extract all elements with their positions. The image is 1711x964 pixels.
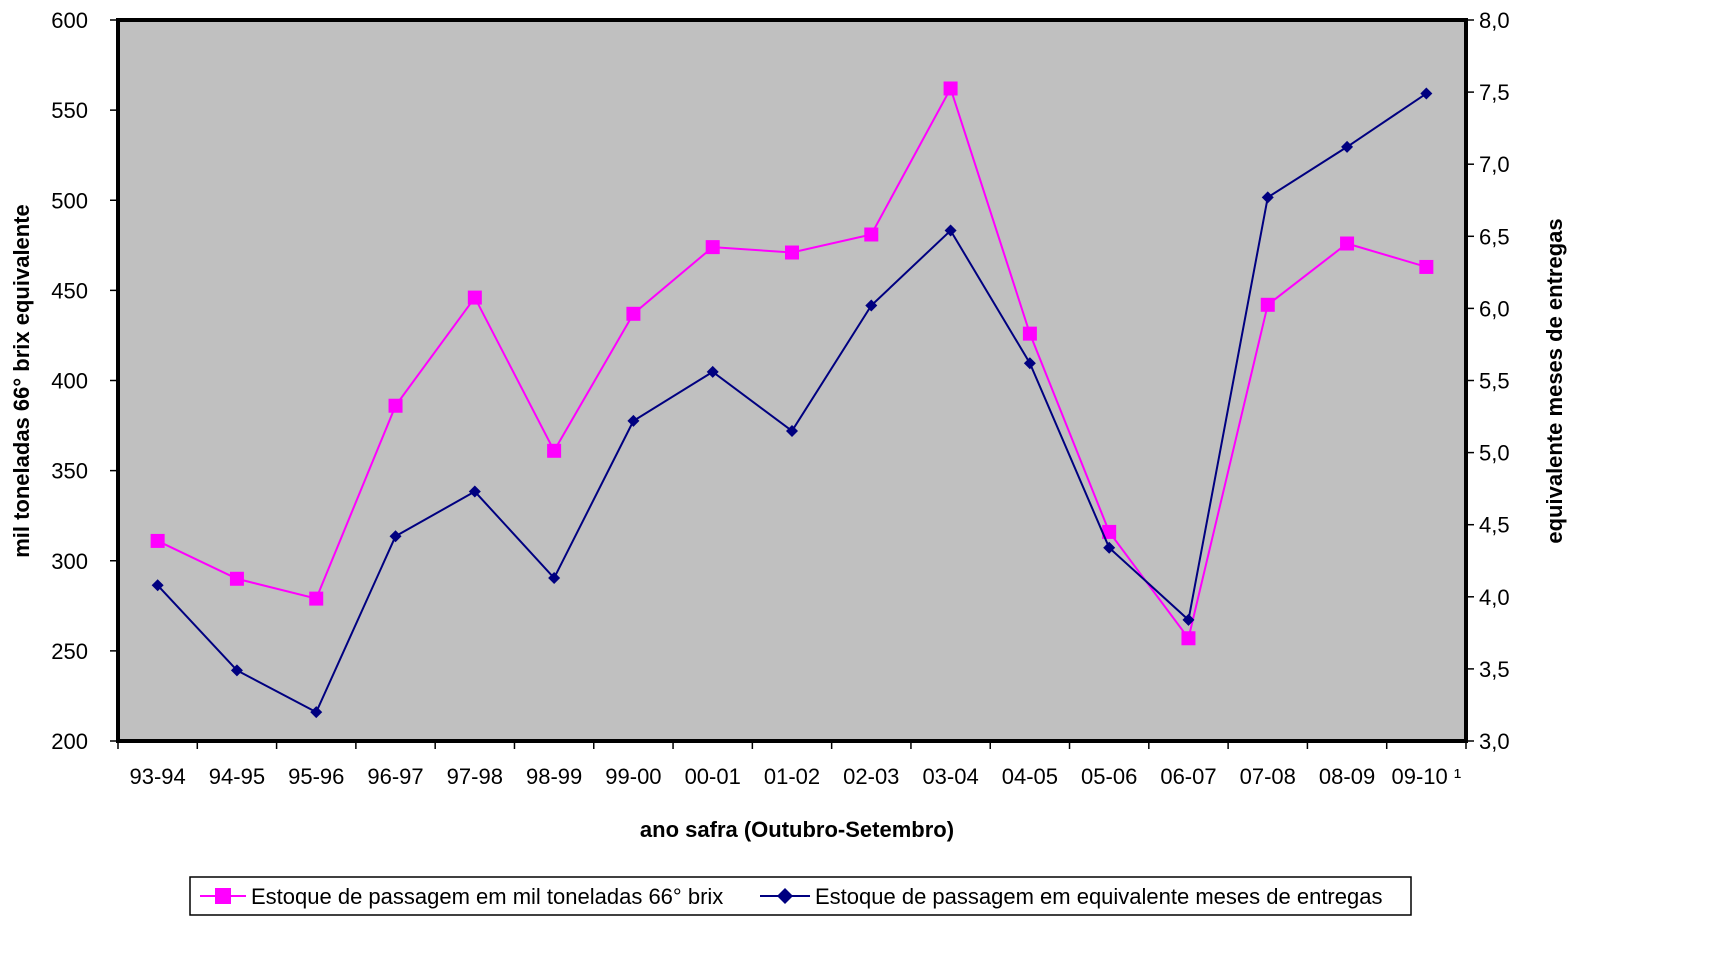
data-point-series-1 <box>1181 631 1196 646</box>
x-tick-label: 08-09 <box>1319 764 1375 789</box>
data-point-series-2 <box>548 572 561 585</box>
y-tick-label: 500 <box>51 188 88 213</box>
data-point-series-2 <box>786 424 798 437</box>
x-tick-label: 00-01 <box>685 764 741 789</box>
plot-area <box>116 18 1468 743</box>
x-axis: 93-94 94-95 95-96 96-97 97-98 98-99 99-00 00-01… <box>117 741 1467 789</box>
data-point-series-1 <box>150 533 165 548</box>
x-tick-label: 09-10 ¹ <box>1391 764 1461 789</box>
data-point-series-1 <box>626 306 641 321</box>
data-point-series-1 <box>1102 524 1117 539</box>
data-point-series-2 <box>1261 191 1274 204</box>
y2-tick-label: 4,0 <box>1479 585 1510 610</box>
y-tick-label: 400 <box>51 369 88 394</box>
y2-tick-label: 5,5 <box>1479 369 1510 394</box>
y2-tick-label: 6,0 <box>1479 296 1510 321</box>
data-point-series-2 <box>468 485 481 498</box>
data-point-series-1 <box>864 227 879 242</box>
data-point-series-1 <box>943 81 958 96</box>
legend-marker-series-2 <box>777 888 793 904</box>
x-tick-label: 98-99 <box>526 764 582 789</box>
y2-tick-label: 7,5 <box>1479 80 1510 105</box>
x-tick-label: 07-08 <box>1240 764 1296 789</box>
x-tick-label: 06-07 <box>1160 764 1216 789</box>
y-tick-label: 200 <box>51 729 88 754</box>
y-tick-label: 550 <box>51 98 88 123</box>
y2-tick-label: 3,5 <box>1479 657 1510 682</box>
y-tick-label: 350 <box>51 459 88 484</box>
y2-tick-label: 4,5 <box>1479 513 1510 538</box>
x-axis-title: ano safra (Outubro-Setembro) <box>640 817 954 842</box>
x-tick-label: 02-03 <box>843 764 899 789</box>
y2-tick-label: 7,0 <box>1479 152 1510 177</box>
y-tick-label: 250 <box>51 639 88 664</box>
y2-axis-title: equivalente meses de entregas <box>1542 218 1567 543</box>
x-tick-label: 97-98 <box>447 764 503 789</box>
right-axis: 3,0 3,5 4,0 4,5 5,0 5,5 6,0 6,5 7,0 7,5 8,0 <box>1466 8 1510 754</box>
left-axis: 200 250 300 350 400 450 500 550 600 <box>51 8 118 754</box>
data-point-series-2 <box>944 224 957 237</box>
data-point-series-2 <box>865 299 878 312</box>
y-tick-label: 600 <box>51 8 88 33</box>
y2-tick-label: 8,0 <box>1479 8 1510 33</box>
y2-tick-label: 3,0 <box>1479 729 1510 754</box>
data-point-series-1 <box>1260 297 1275 312</box>
legend-label-series-2: Estoque de passagem em equivalente meses… <box>815 884 1382 909</box>
x-tick-label: 95-96 <box>288 764 344 789</box>
data-point-series-1 <box>388 398 403 413</box>
x-tick-label: 01-02 <box>764 764 820 789</box>
legend-marker-series-1 <box>215 888 231 904</box>
data-point-series-2 <box>310 706 323 719</box>
data-point-series-2 <box>1182 613 1195 626</box>
x-tick-label: 99-00 <box>605 764 661 789</box>
data-point-series-1 <box>229 571 244 586</box>
x-tick-label: 05-06 <box>1081 764 1137 789</box>
data-point-series-1 <box>705 240 720 255</box>
y-tick-label: 450 <box>51 278 88 303</box>
data-point-series-1 <box>1340 236 1355 251</box>
data-point-series-1 <box>467 290 482 305</box>
data-point-series-1 <box>1022 326 1037 341</box>
data-point-series-2 <box>230 664 243 677</box>
data-point-series-1 <box>547 443 562 458</box>
data-point-series-1 <box>785 245 799 260</box>
x-tick-label: 94-95 <box>209 764 265 789</box>
x-tick-label: 04-05 <box>1002 764 1058 789</box>
y2-tick-label: 6,5 <box>1479 224 1510 249</box>
y2-tick-label: 5,0 <box>1479 441 1510 466</box>
data-point-series-2 <box>151 579 164 592</box>
y-tick-label: 300 <box>51 549 88 574</box>
data-point-series-2 <box>1341 140 1354 153</box>
data-point-series-2 <box>1420 87 1433 100</box>
series-layer <box>150 81 1434 719</box>
data-point-series-2 <box>1103 541 1116 554</box>
data-point-series-2 <box>627 414 640 427</box>
data-point-series-1 <box>309 591 324 606</box>
legend: Estoque de passagem em mil toneladas 66°… <box>189 876 1412 916</box>
y-axis-title: mil toneladas 66° brix equivalente <box>9 204 34 558</box>
legend-label-series-1: Estoque de passagem em mil toneladas 66°… <box>251 884 723 909</box>
data-point-series-1 <box>1419 259 1434 274</box>
x-tick-label: 03-04 <box>922 764 978 789</box>
data-point-series-2 <box>1023 357 1036 370</box>
data-point-series-2 <box>706 365 719 378</box>
x-tick-label: 93-94 <box>130 764 186 789</box>
x-tick-label: 96-97 <box>367 764 423 789</box>
data-point-series-2 <box>389 530 402 543</box>
